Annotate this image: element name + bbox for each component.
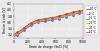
50 °C bbox=[76, 11, 77, 12]
Y-axis label: Tension à vide [V]: Tension à vide [V] bbox=[2, 7, 6, 34]
Line: 0 °C: 0 °C bbox=[14, 12, 83, 35]
50 °C bbox=[56, 16, 57, 17]
-20 °C bbox=[54, 19, 55, 20]
10 °C bbox=[82, 11, 84, 12]
0 °C bbox=[13, 35, 15, 36]
10 °C bbox=[72, 13, 73, 14]
X-axis label: State de charge (SoC) [%]: State de charge (SoC) [%] bbox=[29, 45, 68, 49]
40 °C bbox=[54, 17, 55, 18]
Line: 50 °C: 50 °C bbox=[14, 10, 83, 34]
40 °C bbox=[72, 12, 73, 13]
0 °C bbox=[72, 13, 73, 14]
-20 °C bbox=[72, 14, 73, 15]
0 °C bbox=[54, 18, 56, 19]
0 °C bbox=[54, 18, 55, 19]
Line: -20 °C: -20 °C bbox=[14, 13, 83, 36]
10 °C bbox=[13, 34, 15, 35]
40 °C bbox=[76, 11, 77, 12]
-20 °C bbox=[54, 19, 56, 20]
50 °C bbox=[72, 12, 73, 13]
40 °C bbox=[54, 17, 56, 18]
10 °C bbox=[76, 12, 77, 13]
25 °C bbox=[13, 34, 15, 35]
25 °C bbox=[56, 17, 57, 18]
25 °C bbox=[14, 34, 15, 35]
-20 °C bbox=[56, 19, 57, 20]
-20 °C bbox=[13, 36, 15, 37]
25 °C bbox=[54, 17, 55, 18]
Legend: -20 °C, 0 °C, 10 °C, 25 °C, 40 °C, 50 °C: -20 °C, 0 °C, 10 °C, 25 °C, 40 °C, 50 °C bbox=[85, 6, 98, 35]
Line: 40 °C: 40 °C bbox=[14, 11, 83, 34]
-20 °C bbox=[14, 36, 15, 37]
40 °C bbox=[82, 10, 84, 11]
25 °C bbox=[54, 17, 56, 18]
0 °C bbox=[76, 12, 77, 13]
Line: 10 °C: 10 °C bbox=[14, 11, 83, 35]
50 °C bbox=[82, 10, 84, 11]
Line: 25 °C: 25 °C bbox=[14, 11, 83, 34]
10 °C bbox=[56, 17, 57, 18]
10 °C bbox=[14, 34, 15, 35]
